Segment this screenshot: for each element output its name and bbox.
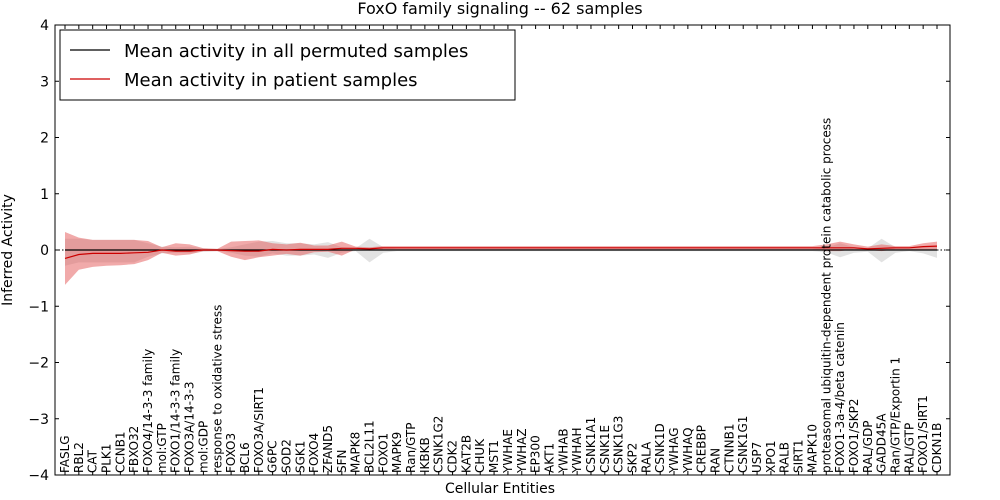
y-tick-label: 4 bbox=[40, 18, 49, 34]
x-tick-label: RBL2 bbox=[72, 442, 86, 473]
x-tick-label: YWHAZ bbox=[515, 428, 529, 474]
x-tick-label: SOD2 bbox=[280, 439, 294, 473]
x-tick-label: FOXO1/SKP2 bbox=[847, 399, 861, 474]
x-tick-label: mol:GDP bbox=[196, 421, 210, 473]
y-tick-label: −2 bbox=[28, 356, 49, 372]
x-tick-label: RALA bbox=[639, 441, 653, 473]
x-tick-label: CSNK1D bbox=[653, 423, 667, 473]
x-tick-label: CCNB1 bbox=[113, 431, 127, 473]
x-tick-label: FOXO1/14-3-3 family bbox=[169, 349, 183, 473]
y-tick-label: 0 bbox=[40, 243, 49, 259]
y-tick-label: −4 bbox=[28, 468, 49, 484]
x-tick-label: G6PC bbox=[266, 440, 280, 473]
x-tick-label: CSNK1G1 bbox=[736, 416, 750, 473]
x-tick-label: KAT2B bbox=[459, 435, 473, 473]
x-tick-label: SFN bbox=[335, 449, 349, 473]
x-tick-label: YWHAE bbox=[501, 429, 515, 474]
line-patient-mean bbox=[64, 245, 938, 259]
x-tick-label: FOXO3A/14-3-3 bbox=[183, 381, 197, 473]
x-tick-label: CSNK1A1 bbox=[584, 417, 598, 473]
x-tick-label: YWHAH bbox=[570, 428, 584, 474]
x-tick-label: SKP2 bbox=[626, 443, 640, 473]
x-tick-label: YWHAQ bbox=[681, 427, 695, 474]
x-tick-label: RALB bbox=[778, 442, 792, 473]
x-tick-label: GADD45A bbox=[875, 413, 889, 473]
x-tick-label: XPO1 bbox=[764, 440, 778, 473]
x-tick-label: response to oxidative stress bbox=[210, 305, 224, 473]
y-axis-label: Inferred Activity bbox=[0, 194, 16, 306]
x-tick-label: CHUK bbox=[473, 438, 487, 473]
legend-box bbox=[59, 29, 516, 101]
x-tick-label: FOXO4 bbox=[307, 433, 321, 473]
x-tick-label: MAPK8 bbox=[349, 432, 363, 473]
x-tick-label: CAT bbox=[86, 449, 100, 473]
x-tick-label: SIRT1 bbox=[792, 439, 806, 473]
x-tick-label: CSNK1G3 bbox=[612, 416, 626, 473]
x-tick-label: FOXO3A/SIRT1 bbox=[252, 387, 266, 473]
x-tick-label: CREBBP bbox=[695, 425, 709, 473]
x-tick-label: CDK2 bbox=[446, 440, 460, 473]
x-tick-label: FOXO1/SIRT1 bbox=[916, 395, 930, 473]
x-tick-label: mol:GTP bbox=[155, 423, 169, 473]
x-axis-label: Cellular Entities bbox=[445, 481, 555, 497]
band-patient bbox=[65, 232, 937, 285]
x-tick-label: FOXO1-3a-4/beta catenin bbox=[833, 322, 847, 473]
plot-area: −4 −3 −2 −1 0 1 2 3 4 FASLG RBL2 CAT PLK1 CCNB1 FBXO32… bbox=[28, 18, 950, 484]
plot-frame bbox=[54, 24, 951, 476]
x-tick-label: Ran/GTP/Exportin 1 bbox=[889, 357, 903, 473]
x-tick-label: BCL6 bbox=[238, 442, 252, 473]
x-tick-label: MAPK9 bbox=[390, 432, 404, 473]
y-tick-label: −1 bbox=[28, 299, 49, 315]
x-tick-label: CSNK1G2 bbox=[432, 416, 446, 473]
x-tick-label: FASLG bbox=[58, 435, 72, 473]
x-tick-label: MST1 bbox=[487, 440, 501, 473]
x-tick-label: YWHAB bbox=[556, 428, 570, 474]
legend-label-patient: Mean activity in patient samples bbox=[124, 70, 418, 91]
x-tick-label: Ran/GTP bbox=[404, 422, 418, 473]
y-tick-label: 3 bbox=[40, 74, 49, 90]
x-tick-label: CTNNB1 bbox=[722, 423, 736, 473]
x-tick-label: CDKN1B bbox=[930, 423, 944, 473]
x-tick-label: SGK1 bbox=[293, 441, 307, 473]
x-tick-label: RAL/GTP bbox=[902, 423, 916, 473]
x-tick-label: RAL/GDP bbox=[861, 420, 875, 473]
y-tick-label: 2 bbox=[40, 131, 49, 147]
x-tick-label: EP300 bbox=[529, 435, 543, 473]
x-tick-label: RAN bbox=[709, 448, 723, 473]
chart-title: FoxO family signaling -- 62 samples bbox=[357, 0, 642, 18]
x-tick-label: ZFAND5 bbox=[321, 425, 335, 473]
x-tick-label: PLK1 bbox=[100, 444, 114, 473]
x-tick-label: FOXO3 bbox=[224, 433, 238, 473]
x-tick-label: USP7 bbox=[750, 442, 764, 473]
x-tick-label: FOXO4/14-3-3 family bbox=[141, 349, 155, 473]
x-tick-label: IKBKB bbox=[418, 437, 432, 473]
x-tick-label: proteasomal ubiquitin-dependent protein … bbox=[819, 118, 833, 473]
x-tick-label: FOXO1 bbox=[376, 433, 390, 473]
legend: Mean activity in all permuted samples Me… bbox=[59, 29, 516, 101]
x-tick-label: CSNK1E bbox=[598, 425, 612, 473]
x-tick-label: FBXO32 bbox=[127, 426, 141, 473]
y-tick-label: 1 bbox=[40, 187, 49, 203]
x-tick-label: YWHAG bbox=[667, 427, 681, 474]
x-tick-label: AKT1 bbox=[542, 443, 556, 473]
legend-label-permuted: Mean activity in all permuted samples bbox=[124, 41, 468, 62]
y-tick-label: −3 bbox=[28, 412, 49, 428]
x-tick-label: BCL2L11 bbox=[363, 420, 377, 473]
x-tick-label: MAPK10 bbox=[805, 424, 819, 473]
